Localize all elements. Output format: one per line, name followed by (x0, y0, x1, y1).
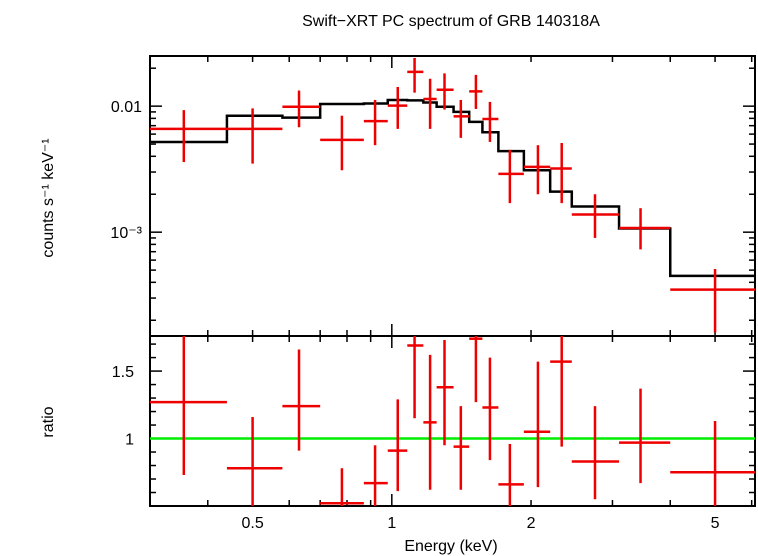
spectrum-data-point (407, 58, 424, 93)
spectrum-data-point (387, 86, 408, 129)
spectrum-data-point (498, 149, 524, 204)
energy-x-tick-label: 5 (711, 515, 720, 532)
model-step-line (150, 98, 755, 278)
ratio-data-point (453, 406, 470, 490)
ratio-panel: 1 1.5 0.5 1 2 5 (112, 335, 756, 532)
ratio-data-point (423, 354, 437, 490)
ratio-data-point (523, 361, 551, 488)
spectrum-data-point (469, 74, 483, 109)
spectrum-data-point (571, 194, 620, 238)
ratio-data-point (550, 336, 572, 447)
spectrum-data-point (523, 145, 551, 195)
spectrum-y-tick-label: 10⁻³ (110, 225, 142, 242)
ratio-frame (149, 335, 756, 507)
spectrum-data-point (150, 110, 227, 163)
spectrum-panel: 0.01 10⁻³ (110, 55, 756, 337)
spectrum-data-point (282, 90, 321, 128)
spectrum-data-point (550, 143, 572, 204)
spectrum-data-point (436, 73, 454, 110)
spectrum-data-point (423, 78, 437, 129)
energy-x-tick-label: 1 (387, 515, 396, 532)
ratio-y-axis-label: ratio (40, 406, 57, 437)
ratio-data-point (282, 349, 321, 451)
ratio-data-point (436, 340, 454, 446)
ratio-data-point (226, 416, 283, 506)
energy-x-tick-label: 0.5 (241, 515, 263, 532)
ratio-data-point (670, 421, 755, 506)
ratio-data-point (387, 399, 408, 492)
ratio-data-point (363, 445, 388, 506)
spectrum-y-tick-label: 0.01 (111, 99, 142, 116)
spectrum-data-point (363, 99, 388, 146)
ratio-data-point (469, 336, 483, 403)
ratio-data-point (320, 468, 364, 506)
ratio-y-tick-label: 1.5 (112, 364, 134, 381)
spectrum-data-point (482, 101, 499, 142)
ratio-data-point (571, 406, 620, 500)
ratio-y-tick-label: 1 (125, 432, 134, 449)
spectrum-frame (149, 55, 756, 337)
energy-x-axis-label: Energy (keV) (404, 538, 497, 555)
spectrum-data-point (619, 208, 671, 250)
chart-title: Swift−XRT PC spectrum of GRB 140318A (302, 13, 600, 30)
spectrum-y-axis-label: counts s⁻¹ keV⁻¹ (40, 138, 57, 257)
spectrum-data-point (226, 108, 283, 164)
ratio-data-point (498, 443, 524, 506)
energy-x-tick-label: 2 (527, 515, 536, 532)
spectrum-data-point (670, 269, 755, 333)
ratio-data-point (482, 357, 499, 461)
ratio-data-point (150, 336, 227, 475)
spectrum-data-point (453, 99, 470, 138)
ratio-data-point (619, 388, 671, 484)
spectrum-data-point (320, 115, 364, 171)
ratio-data-point (407, 336, 424, 419)
